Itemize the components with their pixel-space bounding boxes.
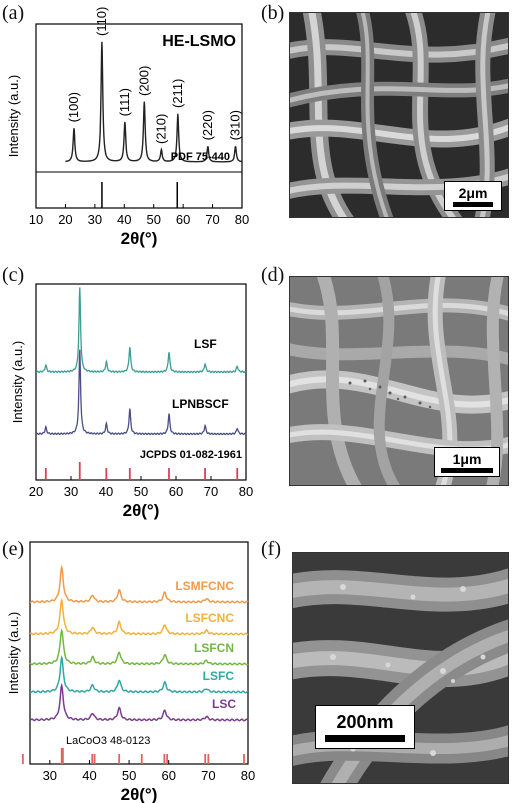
peak-label: (200): [136, 66, 151, 96]
scale-bar-f: 200nm: [315, 705, 415, 749]
panel-a: (a) 10 20 30 40 50 60 70 80 2θ(°) Intensity (a.u.…: [0, 0, 262, 262]
panel-letter-c: (c): [2, 264, 25, 286]
x-tick-label: 50: [146, 212, 160, 227]
x-tick-label: 60: [169, 484, 183, 499]
xrd-pattern-line: [65, 41, 243, 163]
x-tick-label: 30: [88, 212, 102, 227]
x-tick-label: 30: [64, 484, 78, 499]
panel-letter-b: (b): [261, 2, 285, 24]
peak-label: (100): [66, 92, 81, 122]
y-axis-label: Intensity (a.u.): [6, 75, 21, 157]
series-line: [29, 597, 249, 636]
scale-bar-line-f: [325, 734, 405, 742]
series-line: [29, 628, 249, 666]
peak-label: (111): [117, 88, 132, 116]
x-tick-label: 80: [239, 484, 253, 499]
series-name: LPNBSCF: [172, 397, 229, 411]
x-tick-label: 50: [122, 768, 136, 783]
panel-f: (f) 200nm: [261, 532, 515, 803]
xrd-chart-c: 20 30 40 50 60 70 80 2θ(°) Intensity (a.u.) LSF LP…: [10, 283, 253, 520]
panel-letter-f: (f): [261, 538, 281, 560]
peak-label: (110): [94, 7, 109, 36]
series-line: [35, 287, 247, 374]
panel-letter-e: (e): [2, 538, 25, 560]
series-line: [29, 655, 249, 694]
series-name: LSFC: [203, 669, 235, 683]
x-axis-label: 2θ(°): [121, 785, 158, 803]
panel-d: (d) 1μ: [261, 262, 515, 532]
scale-bar-d: 1μm: [434, 447, 500, 477]
scale-bar-b: 2μm: [444, 181, 502, 211]
x-tick-label: 30: [43, 768, 57, 783]
x-tick-label: 70: [201, 768, 215, 783]
chart-title: HE-LSMO: [162, 33, 236, 50]
sem-image-f: 200nm: [292, 552, 509, 784]
y-axis-label: Intensity (a.u.): [6, 612, 21, 694]
panel-e: (e) 30 40 50 60 70 80 2θ(°) Intensity (a.u.) LSM…: [0, 532, 262, 803]
panel-letter-a: (a): [2, 2, 25, 24]
x-axis-label: 2θ(°): [121, 229, 158, 248]
x-tick-label: 80: [235, 212, 249, 227]
peak-label: (211): [170, 79, 185, 108]
x-tick-label: 50: [134, 484, 148, 499]
series-line: [29, 682, 249, 722]
plot-frame: [35, 23, 243, 209]
scale-bar-label-b: 2μm: [458, 184, 488, 201]
x-tick-label: 40: [117, 212, 131, 227]
series-name: LSF: [194, 337, 217, 351]
peak-label: (310): [228, 110, 243, 140]
scale-bar-label-f: 200nm: [336, 711, 394, 732]
sem-image-b: 2μm: [289, 12, 509, 218]
x-tick-label: 10: [29, 212, 43, 227]
reference-label: LaCoO3 48-0123: [66, 735, 150, 747]
x-tick-label: 20: [58, 212, 72, 227]
reference-label: JCPDS 01-082-1961: [140, 449, 242, 461]
series-name: LSC: [212, 697, 236, 711]
series-line: [35, 349, 247, 436]
x-axis-label: 2θ(°): [123, 501, 160, 520]
reference-label: PDF 75-440: [171, 151, 230, 163]
panel-letter-d: (d): [261, 264, 285, 286]
x-tick-label: 70: [204, 484, 218, 499]
x-tick-label: 20: [29, 484, 43, 499]
x-tick-label: 40: [99, 484, 113, 499]
series-name: LSFCN: [194, 641, 234, 655]
x-tick-label: 60: [161, 768, 175, 783]
sem-image-d: 1μm: [289, 276, 509, 486]
x-tick-label: 60: [176, 212, 190, 227]
peak-label: (210): [153, 114, 168, 144]
series-name: LSMFCNC: [175, 579, 234, 593]
xrd-chart-a: 10 20 30 40 50 60 70 80 2θ(°) Intensity (a.u.) (10…: [6, 7, 249, 248]
x-tick-label: 40: [82, 768, 96, 783]
xrd-chart-e: 30 40 50 60 70 80 2θ(°) Intensity (a.u.) LSMFCNC…: [6, 541, 255, 803]
x-tick-label: 80: [241, 768, 255, 783]
scale-bar-line-b: [453, 201, 493, 207]
pore-dots-d: [348, 379, 432, 409]
panel-b: (b) 2μm: [261, 0, 515, 262]
peak-label: (220): [200, 110, 215, 140]
scale-bar-label-d: 1μm: [452, 450, 482, 467]
series-name: LSFCNC: [185, 611, 234, 625]
series-line: [29, 564, 249, 604]
x-tick-label: 70: [205, 212, 219, 227]
panel-c: (c) 20 30 40 50 60 70 80 2θ(°) Intensity (a.u.) L…: [0, 262, 262, 532]
scale-bar-line-d: [441, 467, 493, 473]
y-axis-label: Intensity (a.u.): [10, 341, 25, 423]
plot-frame: [29, 541, 249, 765]
